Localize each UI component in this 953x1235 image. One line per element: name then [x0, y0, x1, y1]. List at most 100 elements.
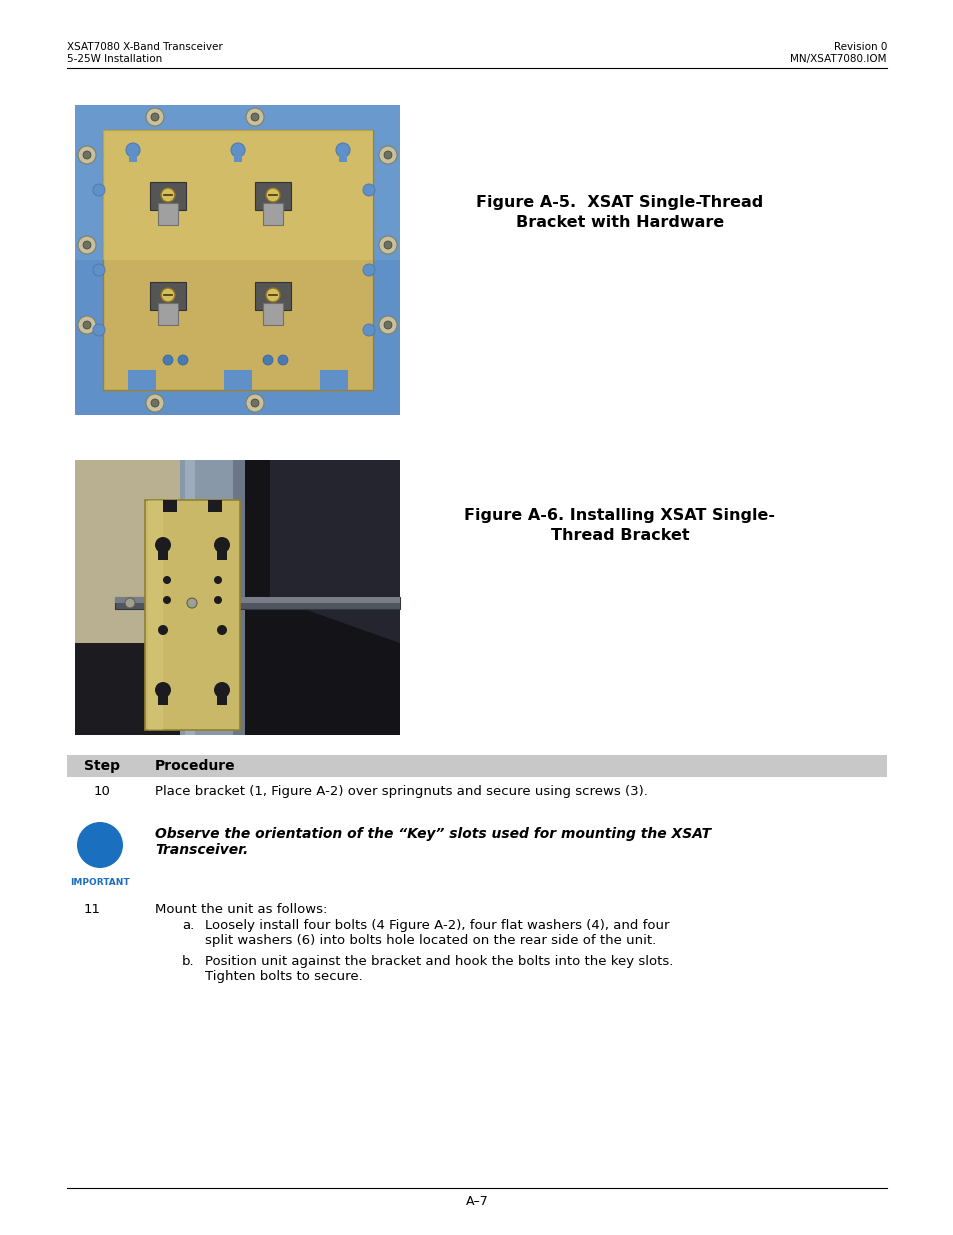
- Circle shape: [335, 143, 350, 157]
- Text: IMPORTANT: IMPORTANT: [71, 878, 130, 887]
- Circle shape: [151, 112, 159, 121]
- Bar: [75, 105, 399, 261]
- Bar: [233, 149, 242, 162]
- Circle shape: [216, 625, 227, 635]
- Text: 10: 10: [93, 785, 111, 798]
- Text: a.: a.: [182, 919, 194, 932]
- Bar: [150, 182, 186, 210]
- Circle shape: [151, 399, 159, 408]
- Text: Thread Bracket: Thread Bracket: [550, 529, 689, 543]
- Circle shape: [158, 625, 168, 635]
- Circle shape: [384, 321, 392, 329]
- Bar: [163, 500, 177, 513]
- Circle shape: [263, 354, 273, 366]
- Circle shape: [213, 537, 230, 553]
- Circle shape: [246, 107, 264, 126]
- Circle shape: [92, 324, 105, 336]
- Circle shape: [154, 682, 171, 698]
- Circle shape: [163, 597, 171, 604]
- Circle shape: [363, 264, 375, 275]
- Bar: [233, 459, 245, 735]
- Text: Step: Step: [84, 760, 120, 773]
- Text: Tighten bolts to secure.: Tighten bolts to secure.: [205, 969, 362, 983]
- Text: Mount the unit as follows:: Mount the unit as follows:: [154, 903, 327, 916]
- Bar: [129, 149, 137, 162]
- Bar: [150, 282, 186, 310]
- Text: Procedure: Procedure: [154, 760, 235, 773]
- Bar: [180, 459, 245, 735]
- Circle shape: [363, 184, 375, 196]
- Bar: [103, 130, 373, 390]
- Circle shape: [266, 188, 280, 203]
- Circle shape: [163, 354, 172, 366]
- Circle shape: [266, 288, 280, 303]
- Circle shape: [163, 576, 171, 584]
- Circle shape: [384, 241, 392, 249]
- Text: Position unit against the bracket and hook the bolts into the key slots.: Position unit against the bracket and ho…: [205, 955, 673, 968]
- Bar: [158, 203, 178, 225]
- Bar: [145, 500, 240, 730]
- Bar: [103, 130, 373, 261]
- Circle shape: [187, 598, 196, 608]
- Bar: [254, 282, 291, 310]
- Circle shape: [125, 598, 135, 608]
- Circle shape: [213, 576, 222, 584]
- Bar: [208, 500, 222, 513]
- Circle shape: [83, 321, 91, 329]
- Bar: [148, 500, 163, 730]
- Bar: [338, 149, 347, 162]
- Text: Figure A-6. Installing XSAT Single-: Figure A-6. Installing XSAT Single-: [464, 508, 775, 522]
- Circle shape: [251, 399, 258, 408]
- Circle shape: [277, 354, 288, 366]
- Circle shape: [146, 394, 164, 412]
- Text: b.: b.: [182, 955, 194, 968]
- Text: 5-25W Installation: 5-25W Installation: [67, 54, 162, 64]
- Circle shape: [378, 236, 396, 254]
- Bar: [216, 548, 227, 559]
- Bar: [216, 693, 227, 705]
- Text: Loosely install four bolts (4 Figure A-2), four flat washers (4), and four: Loosely install four bolts (4 Figure A-2…: [205, 919, 669, 932]
- Circle shape: [378, 316, 396, 333]
- Circle shape: [161, 188, 174, 203]
- Circle shape: [231, 143, 245, 157]
- Text: Figure A-5.  XSAT Single-Thread: Figure A-5. XSAT Single-Thread: [476, 195, 762, 210]
- Bar: [205, 459, 399, 735]
- Bar: [75, 459, 205, 643]
- Circle shape: [251, 112, 258, 121]
- Circle shape: [213, 682, 230, 698]
- Circle shape: [78, 236, 96, 254]
- Text: !: !: [92, 824, 108, 857]
- Text: 11: 11: [84, 903, 100, 916]
- Text: Revision 0: Revision 0: [833, 42, 886, 52]
- Circle shape: [83, 151, 91, 159]
- Bar: [254, 182, 291, 210]
- Circle shape: [78, 146, 96, 164]
- Circle shape: [83, 241, 91, 249]
- Circle shape: [126, 143, 140, 157]
- Circle shape: [77, 823, 123, 868]
- Circle shape: [178, 354, 188, 366]
- Circle shape: [154, 537, 171, 553]
- Circle shape: [146, 107, 164, 126]
- Polygon shape: [270, 459, 399, 643]
- Bar: [158, 548, 168, 559]
- Circle shape: [213, 597, 222, 604]
- Bar: [128, 370, 156, 390]
- Bar: [75, 459, 399, 735]
- Text: Observe the orientation of the “Key” slots used for mounting the XSAT: Observe the orientation of the “Key” slo…: [154, 827, 710, 841]
- Circle shape: [378, 146, 396, 164]
- Text: Transceiver.: Transceiver.: [154, 844, 248, 857]
- Bar: [319, 370, 348, 390]
- Bar: [263, 303, 283, 325]
- Bar: [115, 597, 399, 609]
- Text: MN/XSAT7080.IOM: MN/XSAT7080.IOM: [790, 54, 886, 64]
- Bar: [115, 597, 399, 603]
- Bar: [224, 370, 252, 390]
- Circle shape: [246, 394, 264, 412]
- Bar: [263, 203, 283, 225]
- Circle shape: [363, 324, 375, 336]
- Circle shape: [384, 151, 392, 159]
- Circle shape: [161, 288, 174, 303]
- Bar: [185, 459, 194, 735]
- Text: Bracket with Hardware: Bracket with Hardware: [516, 215, 723, 230]
